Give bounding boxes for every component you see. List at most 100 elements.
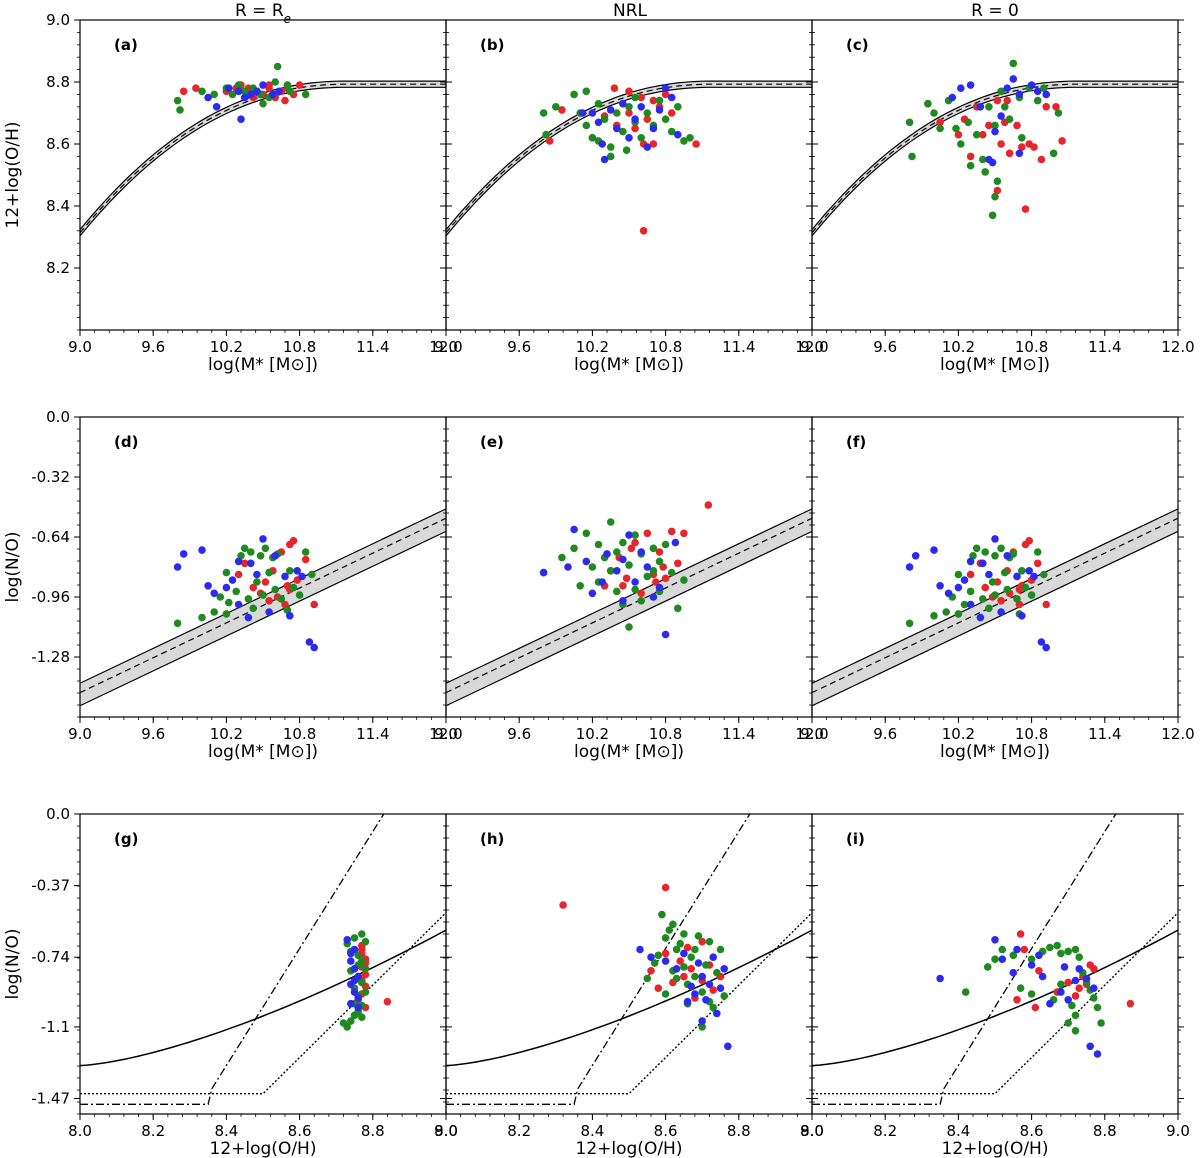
green-data-point	[253, 578, 261, 586]
y-tick-label: 8.8	[46, 73, 70, 91]
plot-area	[446, 501, 812, 707]
green-data-point	[576, 582, 584, 590]
red-data-point	[649, 96, 658, 105]
green-data-point	[277, 595, 286, 603]
panel-label: (b)	[480, 36, 504, 54]
green-data-point	[244, 595, 253, 603]
solid-model-curve	[80, 929, 446, 1067]
green-data-point	[289, 583, 298, 592]
blue-data-point	[347, 957, 355, 965]
green-data-point	[622, 146, 631, 154]
green-data-point	[588, 134, 597, 142]
blue-data-point	[930, 546, 938, 554]
red-data-point	[1075, 984, 1083, 992]
red-data-point	[1037, 155, 1046, 164]
solid-model-curve	[446, 929, 812, 1067]
x-tick-label: 8.4	[946, 1122, 970, 1140]
red-data-point	[627, 544, 636, 553]
blue-data-point	[661, 957, 670, 965]
green-data-point	[582, 529, 591, 538]
red-data-point	[1058, 137, 1066, 145]
x-tick-label: 9.0	[68, 725, 92, 743]
green-data-point	[631, 93, 639, 102]
green-data-point	[672, 945, 681, 954]
blue-data-point	[698, 972, 706, 981]
green-data-point	[552, 103, 560, 111]
blue-data-point	[281, 572, 289, 581]
green-data-point	[234, 81, 243, 89]
green-data-point	[966, 587, 975, 596]
green-data-point	[606, 567, 615, 575]
red-data-point	[1031, 1003, 1040, 1012]
green-data-point	[247, 548, 255, 556]
green-data-point	[625, 561, 633, 569]
green-data-point	[1021, 583, 1030, 592]
green-data-point	[936, 124, 944, 133]
y-tick-label: -0.64	[31, 528, 70, 546]
plot-area	[446, 814, 812, 1105]
blue-data-point	[649, 124, 658, 133]
blue-data-point	[350, 988, 359, 996]
green-data-point	[643, 572, 652, 581]
blue-data-point	[1042, 90, 1050, 99]
x-tick-label: 11.4	[722, 338, 755, 356]
green-data-point	[1097, 1019, 1105, 1027]
green-data-point	[625, 103, 633, 111]
blue-data-point	[588, 109, 597, 117]
green-data-point	[991, 591, 999, 599]
x-tick-label: 8.0	[800, 1122, 824, 1140]
red-data-point	[1090, 965, 1098, 973]
x-tick-label: 11.4	[1088, 725, 1121, 743]
green-data-point	[301, 548, 310, 556]
green-data-point	[993, 177, 1002, 185]
x-axis-label: 12+log(O/H)	[942, 1139, 1049, 1158]
green-data-point	[176, 106, 184, 114]
green-data-point	[985, 604, 993, 613]
axes-frame	[79, 813, 447, 1115]
x-tick-label: 10.8	[649, 725, 682, 743]
red-data-point	[704, 501, 713, 509]
dotted-model-line	[812, 912, 1178, 1095]
blue-data-point	[724, 1042, 732, 1051]
green-data-point	[198, 87, 206, 96]
blue-data-point	[222, 583, 231, 592]
green-data-point	[606, 518, 615, 526]
blue-data-point	[674, 130, 682, 139]
green-data-point	[350, 934, 359, 942]
green-data-point	[1016, 984, 1025, 992]
red-data-point	[1016, 930, 1025, 938]
red-data-point	[281, 96, 289, 105]
blue-data-point	[936, 582, 944, 590]
blue-data-point	[966, 81, 975, 89]
blue-data-point	[720, 965, 728, 973]
panel-label: (h)	[480, 830, 504, 848]
blue-data-point	[997, 608, 1005, 616]
green-data-point	[225, 598, 233, 607]
blue-data-point	[998, 955, 1007, 963]
green-data-point	[637, 597, 645, 605]
x-tick-label: 9.0	[434, 338, 458, 356]
x-axis-label: log(M* [M⊙])	[940, 355, 1050, 375]
blue-data-point	[979, 559, 987, 568]
blue-data-point	[1093, 1050, 1102, 1058]
green-data-point	[637, 134, 645, 142]
x-tick-label: 8.4	[580, 1122, 604, 1140]
green-data-point	[259, 99, 267, 108]
red-data-point	[545, 137, 554, 145]
blue-data-point	[1037, 638, 1046, 646]
red-data-point	[1033, 559, 1042, 568]
green-data-point	[210, 608, 218, 616]
red-data-point	[265, 597, 273, 605]
relation-upper-line	[812, 80, 1178, 231]
red-data-point	[1003, 96, 1011, 105]
red-data-point	[610, 84, 619, 92]
green-data-point	[606, 143, 615, 151]
green-data-point	[665, 926, 674, 934]
blue-data-point	[293, 567, 302, 575]
green-data-point	[954, 570, 963, 579]
blue-data-point	[350, 976, 359, 985]
blue-data-point	[234, 87, 243, 96]
blue-data-point	[210, 589, 218, 598]
green-data-point	[957, 140, 965, 148]
blue-data-point	[1027, 961, 1036, 969]
